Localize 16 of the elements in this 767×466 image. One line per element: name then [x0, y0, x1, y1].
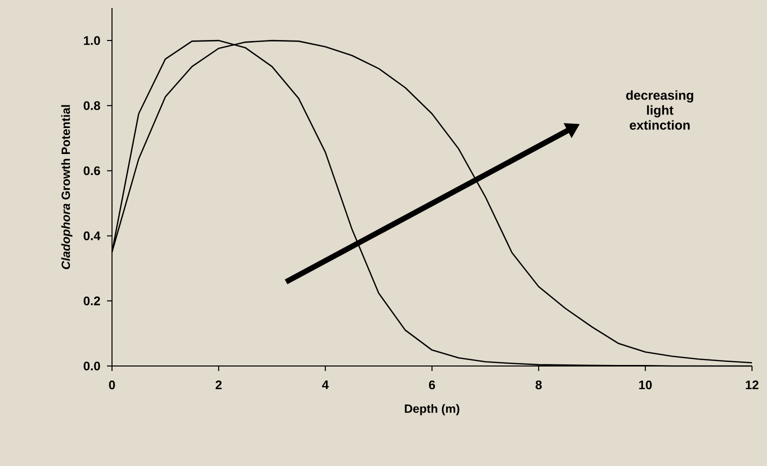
- x-tick-label: 0: [109, 380, 115, 390]
- x-tick-label: 12: [746, 380, 758, 390]
- y-tick-label: 1.0: [84, 36, 100, 45]
- y-tick-label: 0.4: [84, 231, 100, 240]
- x-tick-label: 2: [216, 380, 222, 390]
- x-tick-label: 8: [536, 380, 542, 390]
- y-tick-label: 0.8: [84, 101, 100, 110]
- x-axis-title: Depth (m): [404, 404, 460, 416]
- x-tick-label: 6: [428, 380, 436, 390]
- x-tick-label: 4: [322, 380, 329, 390]
- y-tick-label: 0.2: [84, 296, 100, 306]
- x-tick-label: 10: [639, 380, 652, 390]
- y-tick-label: 0.6: [84, 166, 100, 176]
- y-tick-label: 0.0: [84, 362, 100, 370]
- annotation: decreasing light extinction: [626, 90, 694, 130]
- y-axis-title: Cladophora Growth Potential: [61, 105, 72, 270]
